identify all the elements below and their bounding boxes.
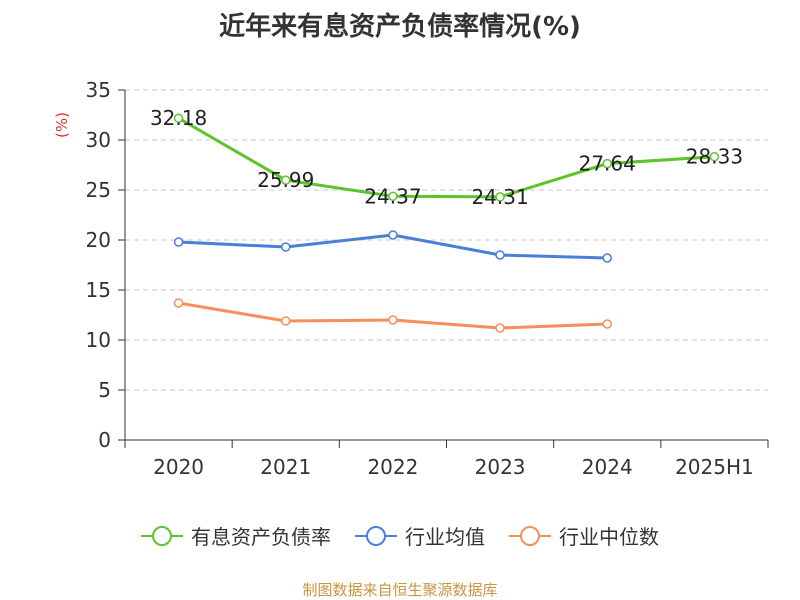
data-label: 24.31 [471,185,528,209]
data-point [709,151,720,162]
data-point [602,158,612,169]
data-point [602,253,612,263]
x-tick-label: 2022 [367,455,418,479]
data-point [388,230,398,240]
data-point [495,323,505,333]
data-point [495,192,505,202]
y-tick-label: 15 [86,278,111,302]
y-tick-label: 0 [98,428,111,452]
series-lines [173,113,720,333]
x-tick-label: 2023 [475,455,526,479]
x-tick-label: 2024 [582,455,633,479]
x-tick-label: 2021 [260,455,311,479]
data-point [495,250,505,260]
y-tick-label: 20 [86,228,111,252]
data-label: 28.33 [686,145,743,169]
x-tick-label: 2020 [153,455,204,479]
y-axis-label: (%) [53,112,71,138]
y-tick-label: 35 [86,78,111,102]
data-point [602,319,612,329]
data-label: 27.64 [579,152,636,176]
data-point [281,175,291,185]
y-tick-label: 25 [86,178,111,202]
data-label: 24.37 [364,184,421,208]
y-tick-label: 10 [86,328,111,352]
series-line [177,116,715,199]
axes: 0 5 10 15 20 25 30 35 2020 2021 2022 2023 2024 2025H1… [53,78,769,479]
data-point [173,237,184,247]
y-tick-label: 5 [98,378,111,402]
x-tick-label: 2025H1 [675,455,754,479]
data-labels: 32.18 25.99 24.37 24.31 27.64 28.33 [150,106,743,209]
data-point [173,298,184,308]
data-point [388,191,398,202]
legend-label: 有息资产负债率 [191,525,331,549]
data-point [388,315,398,325]
y-tick-label: 30 [86,128,111,152]
data-label: 32.18 [150,106,207,130]
legend-marker [152,526,172,546]
data-point [281,316,291,326]
chart-title: 近年来有息资产负债率情况(%) [219,12,581,42]
source-note: 制图数据来自恒生聚源数据库 [302,581,498,599]
data-point [281,242,291,252]
legend-marker [520,526,540,546]
legend-marker [366,526,386,546]
data-point [173,113,184,123]
legend-label: 行业均值 [405,525,485,549]
data-label: 25.99 [257,168,314,192]
legend-label: 行业中位数 [559,525,659,549]
grid-lines [125,89,768,391]
legend: 有息资产负债率 行业均值 行业中位数 [141,525,659,549]
